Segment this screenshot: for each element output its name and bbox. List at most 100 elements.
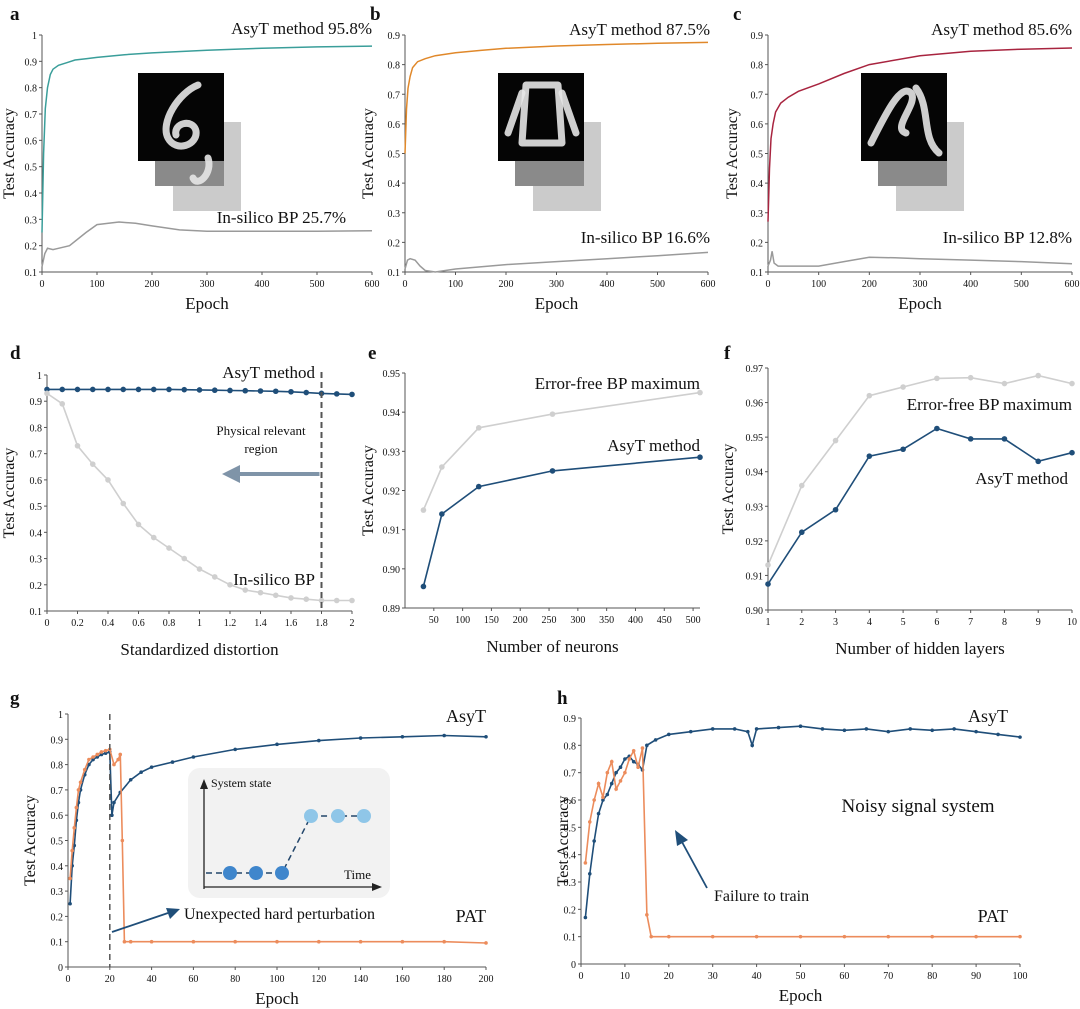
data-point [974,934,978,939]
data-point [91,757,95,762]
inset-state-dot [275,866,289,880]
y-tick-label: 0.9 [30,397,43,408]
data-point [623,757,627,761]
y-tick-label: 0 [571,960,576,971]
data-point [974,729,978,734]
y-tick-label: 0.1 [388,268,401,279]
data-point [95,755,100,759]
x-tick-label: 8 [1002,617,1007,628]
x-tick-label: 4 [867,617,872,628]
data-point [442,939,447,944]
data-point [645,743,649,748]
y-tick-label: 0.95 [383,369,401,380]
y-tick-label: 0.5 [751,150,764,161]
y-tick-label: 0.2 [51,912,64,923]
data-point [120,838,125,843]
y-axis-label: Test Accuracy [1,448,18,539]
x-tick-label: 0.8 [163,618,176,629]
y-tick-label: 0.1 [30,607,43,618]
data-point [233,939,237,944]
series-line-asyt [69,734,487,904]
y-tick-label: 0.8 [25,84,38,95]
data-point [99,750,104,754]
data-point [475,425,482,431]
pat-label: PAT [978,906,1008,926]
data-point [765,581,771,587]
data-point [1001,436,1008,442]
y-tick-label: 0.1 [51,938,64,949]
x-tick-label: 3 [833,617,838,628]
y-axis-label: Test Accuracy [555,796,572,887]
data-point [601,798,605,802]
data-point [275,939,279,944]
data-point [76,788,81,792]
x-tick-label: 400 [963,279,978,290]
y-tick-label: 0.5 [564,823,577,834]
series-line-in-silico-bp [41,221,373,267]
x-tick-label: 9 [1036,617,1041,628]
data-point [44,386,50,393]
bp-max-label: Error-free BP maximum [907,395,1072,414]
bp-label: In-silico BP [233,570,315,589]
data-point [181,386,188,393]
data-point [112,762,116,767]
data-point [832,506,839,513]
y-tick-label: 0.6 [564,796,577,807]
perturbation-arrow-shaft [111,912,169,933]
data-point [601,795,605,800]
x-tick-label: 20 [664,971,674,982]
x-tick-label: 100 [270,974,285,985]
asyt-label: AsyT method 85.6% [931,20,1072,39]
y-tick-label: 0.9 [564,714,577,725]
y-tick-label: 0.6 [25,136,38,147]
data-point [400,734,405,739]
data-point [583,915,588,920]
data-point [439,464,445,470]
data-point [618,779,623,783]
y-tick-label: 0.93 [383,447,401,458]
x-tick-label: 1.4 [254,618,267,629]
data-point [349,391,355,398]
data-point [746,729,750,734]
inset-state-dot [223,866,237,880]
x-tick-label: 180 [437,974,452,985]
y-tick-label: 0.4 [51,862,64,873]
series-line-asyt-method [767,47,1073,222]
clothing-inset-stroke [518,81,566,147]
data-point [596,811,601,816]
series-line-asyt-method [41,45,373,233]
y-tick-label: 0.1 [564,933,577,944]
data-point [710,727,715,731]
series-line-pat [69,748,487,944]
data-point [864,727,869,731]
clothing-inset-stroke [504,89,580,137]
y-tick-label: 0.2 [30,581,43,592]
data-point [288,388,294,395]
data-point [798,529,805,536]
data-point [618,765,623,769]
data-point [952,727,956,731]
data-point [439,511,445,517]
inset-y-arrow-icon [200,779,208,789]
data-point [587,872,592,876]
data-point [103,751,108,756]
data-point [110,813,114,817]
x-tick-label: 1 [197,618,202,629]
y-tick-label: 0.4 [388,179,401,190]
data-point [1035,372,1042,379]
data-point [317,939,321,944]
x-axis-label: Number of hidden layers [835,639,1004,658]
panel-letter: h [557,688,568,709]
data-point [91,755,95,759]
y-tick-label: 0.7 [564,769,577,780]
data-point [614,787,618,791]
x-tick-label: 100 [90,279,105,290]
data-point [667,934,671,939]
data-point [484,941,488,945]
inset-state-dot [304,809,318,823]
x-tick-label: 500 [686,615,701,626]
data-point [78,780,83,785]
x-tick-label: 200 [499,279,514,290]
x-tick-label: 0 [579,971,584,982]
